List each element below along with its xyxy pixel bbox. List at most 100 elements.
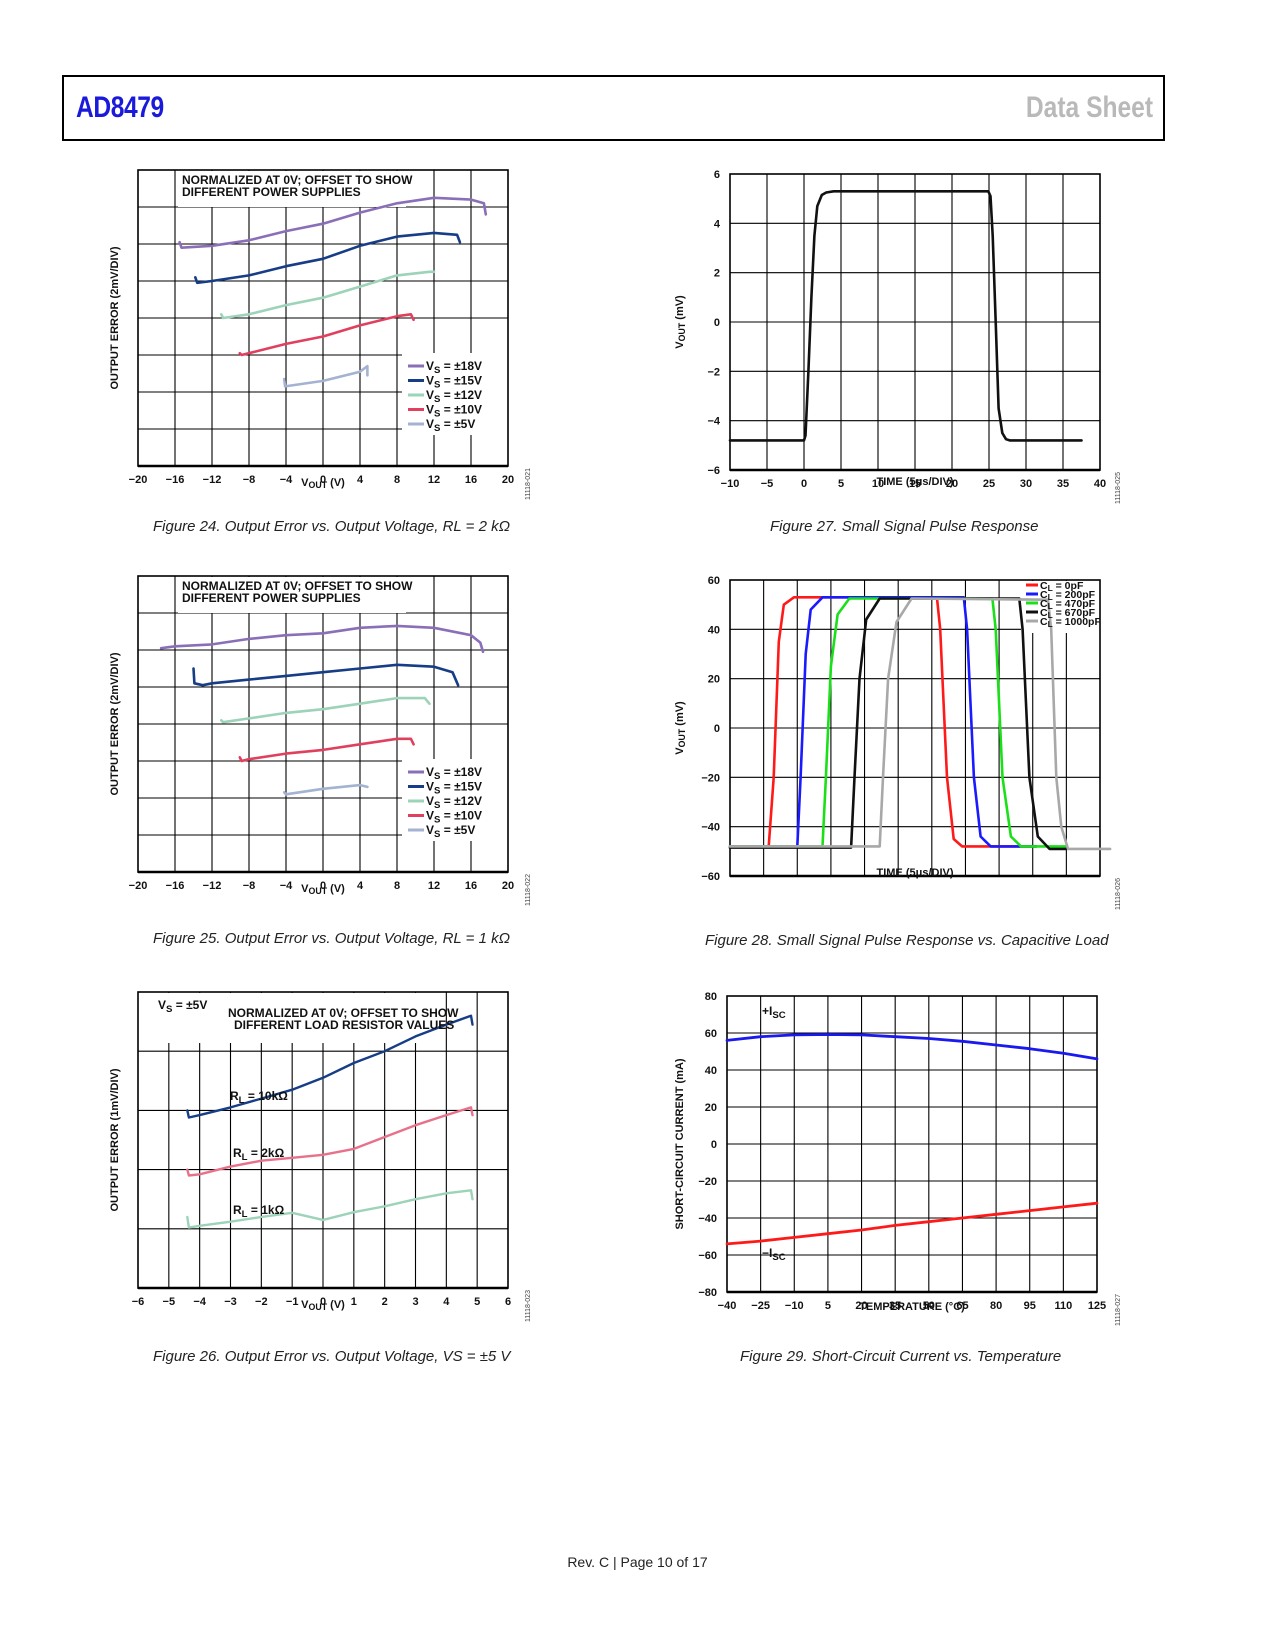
x-tick-label: 10 xyxy=(872,478,884,490)
curve-label: RL = 1kΩ xyxy=(233,1203,285,1220)
x-tick-label: 4 xyxy=(357,880,364,892)
y-tick-label: 6 xyxy=(714,169,720,181)
series-line-3 xyxy=(220,696,431,724)
x-tick-label: −5 xyxy=(163,1296,176,1308)
curve-label: −ISC xyxy=(762,1246,786,1263)
x-axis-label: TIME (5μs/DIV) xyxy=(876,867,953,879)
grid xyxy=(727,996,1097,1292)
fig25-svg: −20 −16 −12 −8 −4 0 4 8 12 16 20 VOUT (V) OUTPUT ERR… xyxy=(109,575,532,906)
y-tick-label: 20 xyxy=(708,674,720,686)
figure-27: −10 −5 0 5 10 15 20 25 30 35 40 6 4 2 0 −2 −4 −6 TIME (5μs… xyxy=(665,160,1125,505)
figure-26: −6 −5 −4 −3 −2 −1 0 1 2 3 4 5 6 VOUT (V) OUTPUT ERROR … xyxy=(100,982,540,1327)
figure-code: 11118-023 xyxy=(525,1290,532,1322)
y-axis-label: OUTPUT ERROR (2mV/DIV) xyxy=(109,246,121,389)
annotation-text-line: NORMALIZED AT 0V; OFFSET TO SHOW xyxy=(182,579,413,593)
x-tick-label: −40 xyxy=(718,1300,737,1312)
series-line-1 xyxy=(178,196,488,249)
series-line-2 xyxy=(192,663,460,687)
x-tick-label: 8 xyxy=(394,880,400,892)
figure-25: −20 −16 −12 −8 −4 0 4 8 12 16 20 VOUT (V) OUTPUT ERR… xyxy=(100,566,540,911)
fig28-svg: 60 40 20 0 −20 −40 −60 TIME (5μs/DIV) VOUT (mV) 1… xyxy=(674,575,1122,910)
legend-label: CL = 670pF xyxy=(1040,607,1096,620)
x-tick-label: 6 xyxy=(505,1296,511,1308)
caption-figure-26: Figure 26. Output Error vs. Output Volta… xyxy=(153,1348,511,1365)
caption-figure-28: Figure 28. Small Signal Pulse Response v… xyxy=(705,932,1109,949)
legend-label: CL = 200pF xyxy=(1040,589,1096,602)
y-tick-label: −60 xyxy=(701,871,720,883)
y-tick-label: 2 xyxy=(714,268,720,280)
fig24-svg: −20 −16 −12 −8 −4 0 4 8 12 16 20 VOUT (V) OUTPUT ERR… xyxy=(109,169,532,500)
series-line-3 xyxy=(220,270,436,320)
supply-annotation: VS = ±5V xyxy=(158,998,207,1015)
legend-label: CL = 470pF xyxy=(1040,598,1096,611)
annotation-text-line: DIFFERENT POWER SUPPLIES xyxy=(182,591,361,605)
page-header: AD8479 Data Sheet xyxy=(62,75,1165,141)
y-tick-label: 4 xyxy=(714,218,721,230)
x-tick-label: −4 xyxy=(280,474,293,486)
legend-label: VS = ±12V xyxy=(426,388,482,405)
series-line-1 xyxy=(186,1014,474,1119)
x-tick-label: 4 xyxy=(443,1296,450,1308)
x-tick-label: 80 xyxy=(990,1300,1002,1312)
x-tick-label: −12 xyxy=(203,880,222,892)
figure-code: 11118-026 xyxy=(1115,878,1122,910)
x-tick-label: 50 xyxy=(923,1300,935,1312)
x-axis-label: VOUT (V) xyxy=(301,1299,345,1312)
figure-code: 11118-022 xyxy=(525,874,532,906)
series-line-3 xyxy=(186,1189,474,1229)
curve-label: RL = 2kΩ xyxy=(233,1146,285,1163)
legend-label: VS = ±5V xyxy=(426,417,475,434)
fig26-svg: −6 −5 −4 −3 −2 −1 0 1 2 3 4 5 6 VOUT (V) OUTPUT ERROR … xyxy=(109,991,532,1322)
series-line-1 xyxy=(725,1033,1099,1061)
y-axis-label: VOUT (mV) xyxy=(674,295,687,349)
x-tick-label: 5 xyxy=(838,478,844,490)
y-tick-label: 0 xyxy=(711,1139,717,1151)
y-tick-label: −6 xyxy=(707,465,720,477)
x-tick-label: 25 xyxy=(983,478,995,490)
x-tick-label: 12 xyxy=(428,880,440,892)
figure-24: −20 −16 −12 −8 −4 0 4 8 12 16 20 VOUT (V) OUTPUT ERR… xyxy=(100,160,540,505)
series-line-1 xyxy=(728,595,1038,848)
grid xyxy=(730,174,1100,470)
x-tick-label: 0 xyxy=(320,880,326,892)
fig29-svg: −40 −25 −10 5 20 35 50 65 80 95 110 125 80 60 40 20 0 −20… xyxy=(674,991,1122,1326)
x-tick-label: 1 xyxy=(351,1296,357,1308)
x-tick-label: 16 xyxy=(465,474,477,486)
x-tick-label: 5 xyxy=(825,1300,831,1312)
legend-label: VS = ±18V xyxy=(426,765,482,782)
y-tick-label: 0 xyxy=(714,317,720,329)
legend-label: VS = ±10V xyxy=(426,403,482,420)
x-tick-label: −8 xyxy=(243,880,256,892)
x-tick-label: −2 xyxy=(255,1296,268,1308)
figure-29: −40 −25 −10 5 20 35 50 65 80 95 110 125 80 60 40 20 0 −20… xyxy=(665,982,1125,1327)
annotation-background xyxy=(178,577,406,613)
x-tick-label: 4 xyxy=(357,474,364,486)
annotation-background xyxy=(139,993,439,1043)
series-line-1 xyxy=(728,189,1083,442)
y-tick-label: 60 xyxy=(708,575,720,587)
x-tick-label: −16 xyxy=(166,880,185,892)
document-type: Data Sheet xyxy=(1025,91,1153,124)
x-tick-label: −8 xyxy=(243,474,256,486)
x-tick-label: 20 xyxy=(502,880,514,892)
x-tick-label: 0 xyxy=(320,1296,326,1308)
x-tick-label: 40 xyxy=(1094,478,1106,490)
x-tick-label: 2 xyxy=(382,1296,388,1308)
x-tick-label: −4 xyxy=(193,1296,206,1308)
legend-label: VS = ±15V xyxy=(426,374,482,391)
figure-code: 11118-021 xyxy=(525,468,532,500)
legend-label: VS = ±18V xyxy=(426,359,482,376)
x-tick-label: −25 xyxy=(751,1300,770,1312)
x-tick-label: −3 xyxy=(224,1296,237,1308)
y-tick-label: −20 xyxy=(701,772,720,784)
legend-label: CL = 1000pF xyxy=(1040,616,1101,629)
x-tick-label: 0 xyxy=(320,474,326,486)
x-tick-label: −20 xyxy=(129,880,148,892)
series-line-2 xyxy=(186,1106,474,1177)
series-line-5 xyxy=(728,597,1112,851)
x-tick-label: 15 xyxy=(909,478,921,490)
x-tick-label: −4 xyxy=(280,880,293,892)
x-tick-label: 8 xyxy=(394,474,400,486)
x-axis-label: TIME (5μs/DIV) xyxy=(876,476,953,488)
x-tick-label: 30 xyxy=(1020,478,1032,490)
